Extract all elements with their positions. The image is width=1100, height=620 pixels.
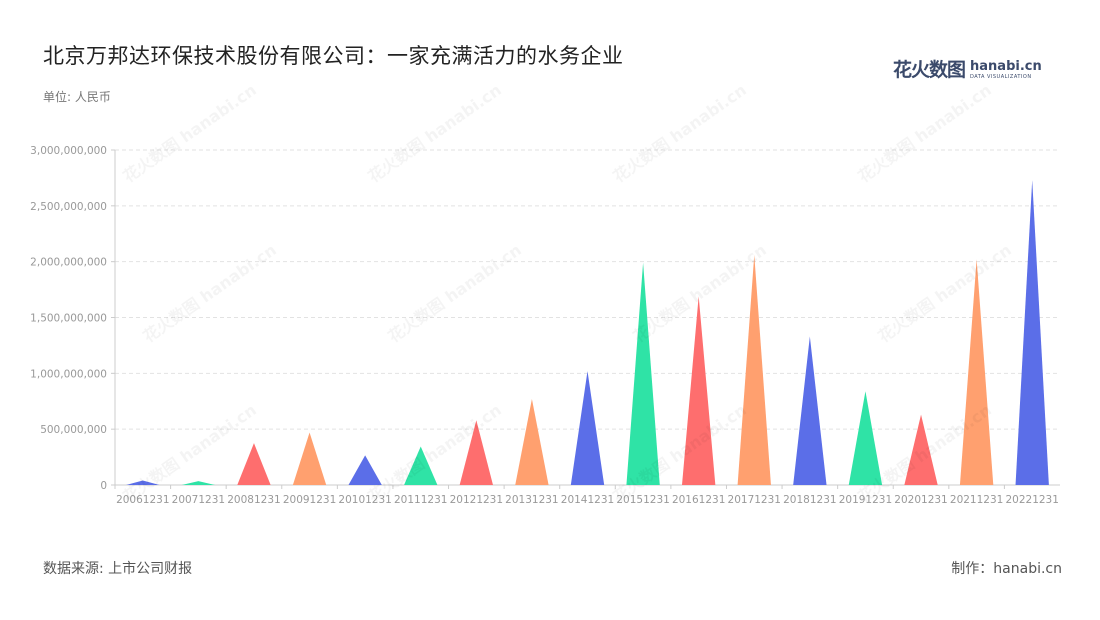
x-tick-label: 20151231 (616, 494, 669, 506)
y-tick-label: 1,500,000,000 (30, 313, 107, 325)
x-tick-label: 20141231 (561, 494, 614, 506)
y-tick-label: 1,000,000,000 (30, 368, 107, 380)
x-tick-label: 20161231 (672, 494, 725, 506)
logo-en-block: hanabi.cn DATA VISUALIZATION (970, 60, 1042, 81)
data-source: 数据来源: 上市公司财报 (43, 561, 193, 577)
logo-en-text: hanabi.cn (970, 59, 1042, 74)
bar-triangle[interactable] (959, 259, 994, 485)
logo-cn-text: 花火数图 (893, 59, 966, 81)
chart-title: 北京万邦达环保技术股份有限公司：一家充满活力的水务企业 (43, 44, 624, 68)
x-tick-label: 20221231 (1005, 494, 1058, 506)
x-tick-label: 20181231 (783, 494, 836, 506)
x-tick-label: 20091231 (283, 494, 336, 506)
bar-triangle[interactable] (1015, 180, 1049, 485)
bar-triangle[interactable] (459, 420, 493, 485)
y-tick-label: 3,000,000,000 (30, 145, 107, 157)
y-tick-label: 2,000,000,000 (30, 257, 107, 269)
brand-logo: 花火数图 hanabi.cn DATA VISUALIZATION (893, 60, 1042, 81)
y-tick-label: 500,000,000 (40, 424, 107, 436)
bar-triangle[interactable] (515, 399, 549, 485)
bar-triangle[interactable] (404, 446, 438, 485)
bar-triangle[interactable] (348, 455, 382, 485)
bar-triangle[interactable] (570, 371, 605, 485)
y-tick-label: 0 (100, 480, 107, 492)
x-tick-label: 20211231 (950, 494, 1003, 506)
bar-triangle[interactable] (682, 296, 716, 485)
bar-triangle[interactable] (126, 480, 160, 485)
bar-triangle[interactable] (237, 443, 271, 485)
unit-label: 单位: 人民币 (43, 90, 111, 104)
bar-triangle[interactable] (737, 254, 771, 485)
x-tick-label: 20191231 (839, 494, 892, 506)
bar-triangle[interactable] (626, 262, 660, 485)
x-tick-label: 20101231 (338, 494, 391, 506)
credit-label: 制作：hanabi.cn (951, 561, 1062, 577)
bar-triangle[interactable] (793, 336, 827, 485)
bar-triangle[interactable] (848, 391, 883, 485)
x-tick-label: 20071231 (172, 494, 225, 506)
x-tick-label: 20131231 (505, 494, 558, 506)
x-tick-label: 20061231 (116, 494, 169, 506)
x-tick-label: 20121231 (450, 494, 503, 506)
bar-triangle[interactable] (292, 432, 327, 485)
x-tick-label: 20111231 (394, 494, 447, 506)
x-tick-label: 20081231 (227, 494, 280, 506)
bar-triangle[interactable] (181, 481, 216, 485)
x-tick-label: 20171231 (728, 494, 781, 506)
y-tick-label: 2,500,000,000 (30, 201, 107, 213)
bar-triangle[interactable] (904, 414, 938, 485)
x-tick-label: 20201231 (894, 494, 947, 506)
logo-sub-text: DATA VISUALIZATION (970, 74, 1032, 80)
